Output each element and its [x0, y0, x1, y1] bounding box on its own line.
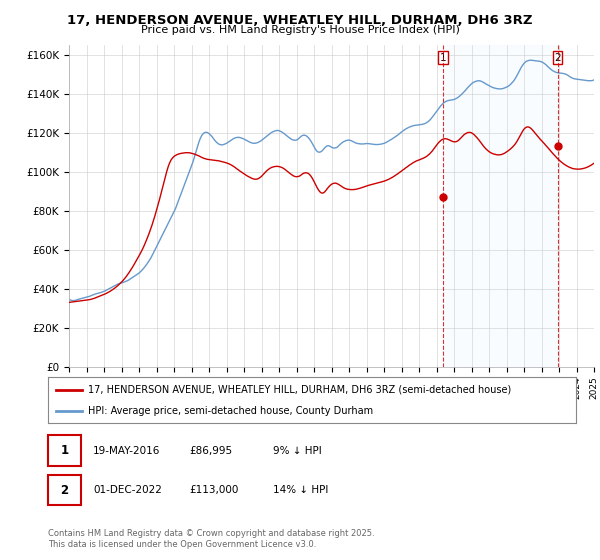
Text: 17, HENDERSON AVENUE, WHEATLEY HILL, DURHAM, DH6 3RZ: 17, HENDERSON AVENUE, WHEATLEY HILL, DUR…	[67, 14, 533, 27]
Text: 1: 1	[440, 53, 446, 63]
Text: 9% ↓ HPI: 9% ↓ HPI	[273, 446, 322, 456]
Text: 1: 1	[61, 444, 68, 458]
Text: Contains HM Land Registry data © Crown copyright and database right 2025.
This d: Contains HM Land Registry data © Crown c…	[48, 529, 374, 549]
Text: 17, HENDERSON AVENUE, WHEATLEY HILL, DURHAM, DH6 3RZ (semi-detached house): 17, HENDERSON AVENUE, WHEATLEY HILL, DUR…	[88, 385, 511, 395]
Text: £86,995: £86,995	[189, 446, 232, 456]
Text: 2: 2	[554, 53, 561, 63]
Text: £113,000: £113,000	[189, 485, 238, 495]
Text: 2: 2	[61, 483, 68, 497]
Bar	[443, 45, 557, 367]
Text: Price paid vs. HM Land Registry's House Price Index (HPI): Price paid vs. HM Land Registry's House …	[140, 25, 460, 35]
Text: 14% ↓ HPI: 14% ↓ HPI	[273, 485, 328, 495]
Text: 01-DEC-2022: 01-DEC-2022	[93, 485, 162, 495]
Text: 19-MAY-2016: 19-MAY-2016	[93, 446, 160, 456]
Text: HPI: Average price, semi-detached house, County Durham: HPI: Average price, semi-detached house,…	[88, 407, 373, 416]
